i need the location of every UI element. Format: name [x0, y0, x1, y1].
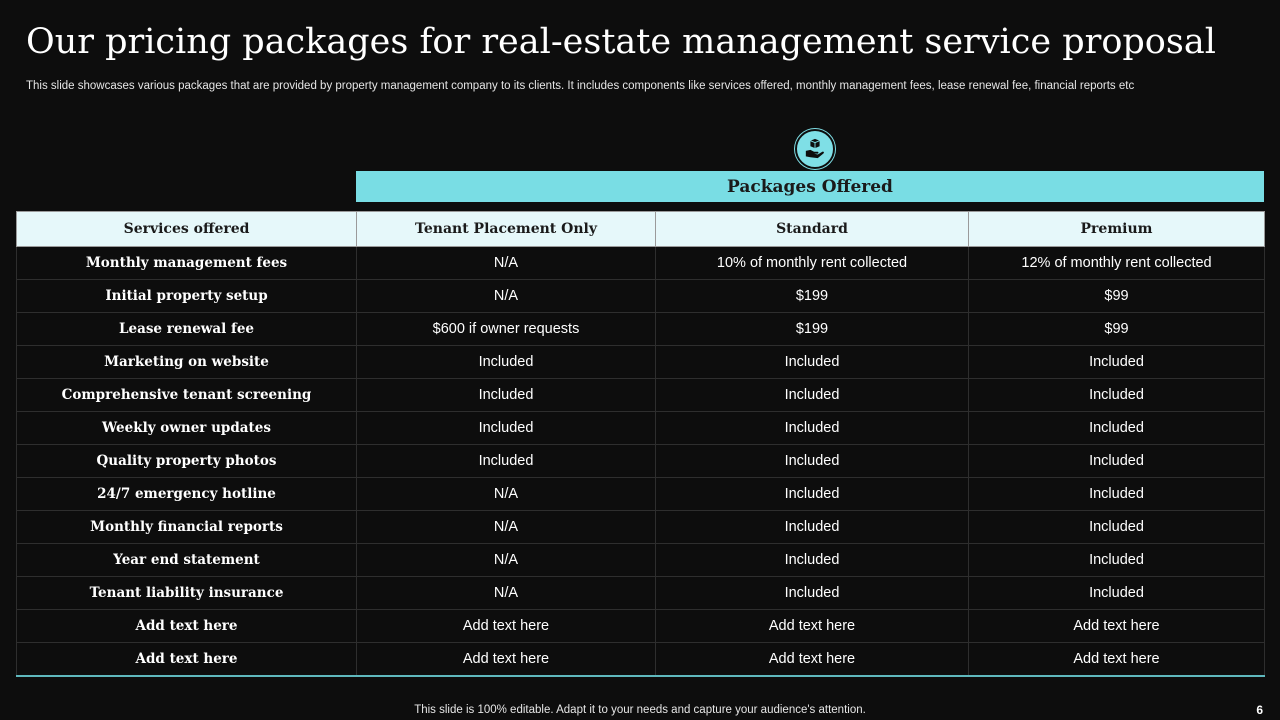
service-name-cell: Marketing on website [16, 345, 357, 379]
header-premium: Premium [968, 211, 1265, 247]
table-row: Initial property setup N/A $199 $99 [16, 279, 1265, 313]
header-tenant-placement-only: Tenant Placement Only [356, 211, 656, 247]
standard-cell: Included [655, 444, 969, 478]
table-row: Tenant liability insurance N/A Included … [16, 576, 1265, 610]
standard-cell: $199 [655, 279, 969, 313]
standard-cell: Included [655, 477, 969, 511]
package-hand-icon [795, 129, 835, 169]
table-row: Lease renewal fee $600 if owner requests… [16, 312, 1265, 346]
standard-cell: 10% of monthly rent collected [655, 246, 969, 280]
tenant-placement-cell: N/A [356, 246, 656, 280]
premium-cell: 12% of monthly rent collected [968, 246, 1265, 280]
package-hand-icon-graphic [805, 138, 824, 159]
page-number: 6 [1256, 703, 1263, 717]
tenant-placement-cell: N/A [356, 510, 656, 544]
service-name-cell: 24/7 emergency hotline [16, 477, 357, 511]
tenant-placement-cell: N/A [356, 279, 656, 313]
service-name-cell: Year end statement [16, 543, 357, 577]
standard-cell: Add text here [655, 642, 969, 677]
premium-cell: Included [968, 576, 1265, 610]
standard-cell: $199 [655, 312, 969, 346]
tenant-placement-cell: Included [356, 411, 656, 445]
standard-cell: Included [655, 510, 969, 544]
service-name-cell: Comprehensive tenant screening [16, 378, 357, 412]
tenant-placement-cell: N/A [356, 477, 656, 511]
table-row: Add text here Add text here Add text her… [16, 642, 1265, 677]
tenant-placement-cell: N/A [356, 576, 656, 610]
service-name-cell: Weekly owner updates [16, 411, 357, 445]
tenant-placement-cell: Included [356, 444, 656, 478]
premium-cell: Add text here [968, 609, 1265, 643]
standard-cell: Included [655, 411, 969, 445]
pricing-table: Services offered Tenant Placement Only S… [16, 211, 1265, 677]
table-row: Quality property photos Included Include… [16, 444, 1265, 478]
service-name-cell: Add text here [16, 609, 357, 643]
premium-cell: $99 [968, 312, 1265, 346]
header-standard: Standard [655, 211, 969, 247]
service-name-cell: Monthly financial reports [16, 510, 357, 544]
table-row: Monthly management fees N/A 10% of month… [16, 246, 1265, 280]
slide-footer-note: This slide is 100% editable. Adapt it to… [414, 704, 866, 716]
table-row: Weekly owner updates Included Included I… [16, 411, 1265, 445]
standard-cell: Included [655, 378, 969, 412]
header-services-offered: Services offered [16, 211, 357, 247]
premium-cell: Included [968, 477, 1265, 511]
premium-cell: Included [968, 411, 1265, 445]
standard-cell: Add text here [655, 609, 969, 643]
service-name-cell: Tenant liability insurance [16, 576, 357, 610]
service-name-cell: Quality property photos [16, 444, 357, 478]
table-row: Marketing on website Included Included I… [16, 345, 1265, 379]
standard-cell: Included [655, 345, 969, 379]
tenant-placement-cell: $600 if owner requests [356, 312, 656, 346]
premium-cell: Included [968, 444, 1265, 478]
table-row: 24/7 emergency hotline N/A Included Incl… [16, 477, 1265, 511]
table-header-row: Services offered Tenant Placement Only S… [16, 211, 1265, 247]
service-name-cell: Initial property setup [16, 279, 357, 313]
table-row: Year end statement N/A Included Included [16, 543, 1265, 577]
service-name-cell: Lease renewal fee [16, 312, 357, 346]
tenant-placement-cell: Included [356, 345, 656, 379]
premium-cell: $99 [968, 279, 1265, 313]
service-name-cell: Monthly management fees [16, 246, 357, 280]
slide-title: Our pricing packages for real-estate man… [26, 22, 1216, 62]
standard-cell: Included [655, 576, 969, 610]
tenant-placement-cell: Add text here [356, 642, 656, 677]
table-row: Add text here Add text here Add text her… [16, 609, 1265, 643]
premium-cell: Included [968, 510, 1265, 544]
tenant-placement-cell: Add text here [356, 609, 656, 643]
premium-cell: Add text here [968, 642, 1265, 677]
tenant-placement-cell: Included [356, 378, 656, 412]
tenant-placement-cell: N/A [356, 543, 656, 577]
slide-subtitle: This slide showcases various packages th… [26, 80, 1135, 92]
table-row: Monthly financial reports N/A Included I… [16, 510, 1265, 544]
service-name-cell: Add text here [16, 642, 357, 677]
premium-cell: Included [968, 543, 1265, 577]
packages-offered-banner: Packages Offered [356, 171, 1264, 202]
premium-cell: Included [968, 345, 1265, 379]
standard-cell: Included [655, 543, 969, 577]
premium-cell: Included [968, 378, 1265, 412]
table-row: Comprehensive tenant screening Included … [16, 378, 1265, 412]
